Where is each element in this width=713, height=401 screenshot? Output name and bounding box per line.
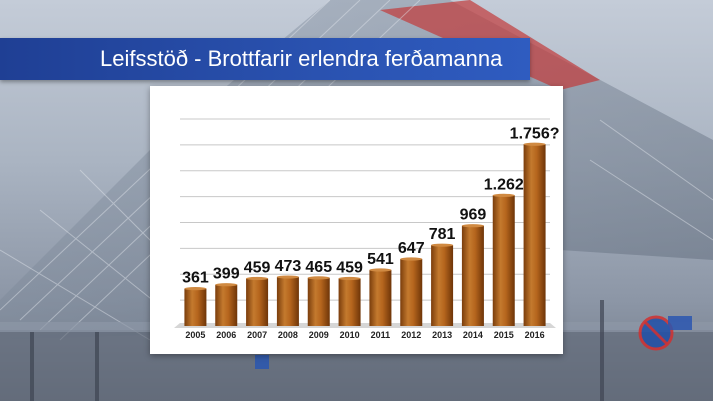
x-tick-2016: 2016 [525,330,545,340]
value-label-2015: 1.262 [484,176,524,193]
bar-2013 [431,245,454,326]
x-tick-2014: 2014 [463,330,483,340]
bar-top-2007 [246,276,269,281]
value-label-2016: 1.756? [510,125,560,142]
bar-top-2009 [307,276,330,280]
value-label-2014: 969 [460,207,487,224]
bar-2011 [369,270,392,326]
bar-2009 [307,277,330,326]
x-tick-2008: 2008 [278,330,298,340]
bar-2008 [276,277,299,326]
value-label-2007: 459 [244,259,271,276]
chart-title: Leifsstöð - Brottfarir erlendra ferðaman… [100,46,503,71]
bar-top-2011 [369,268,392,272]
x-tick-2006: 2006 [216,330,236,340]
bar-top-2010 [338,276,361,281]
bar-top-2012 [400,257,423,261]
bar-2014 [461,225,484,326]
value-label-2005: 361 [182,270,209,287]
bar-2007 [246,278,269,326]
x-tick-2011: 2011 [371,330,391,340]
x-tick-2010: 2010 [340,330,360,340]
bar-top-2014 [461,224,484,228]
title-banner: Leifsstöð - Brottfarir erlendra ferðaman… [0,38,530,80]
x-tick-2009: 2009 [309,330,329,340]
bar-top-2005 [184,287,207,291]
bar-top-2013 [431,243,454,247]
x-tick-2013: 2013 [432,330,452,340]
bar-2005 [184,288,207,326]
chart-floor [174,323,556,328]
bar-chart: 361 399 459 473 465 459 5416477819691.2621.756… [174,118,560,340]
bar-2015 [492,195,515,326]
value-label-2011: 541 [367,251,394,268]
bar-top-2015 [492,193,515,197]
bar-2012 [400,259,423,326]
bar-2006 [215,284,238,326]
x-tick-2015: 2015 [494,330,514,340]
bar-2016 [523,144,546,326]
x-tick-2012: 2012 [401,330,421,340]
chart-panel: 361 399 459 473 465 459 541 647 781 969 1.262 1.756… [150,86,563,354]
x-tick-2005: 2005 [185,330,205,340]
x-tick-2007: 2007 [247,330,267,340]
bar-top-2016 [523,142,546,146]
bar-2010 [338,278,361,326]
value-label-2006: 399 [213,266,240,283]
value-label-2012: 647 [398,240,425,257]
value-label-2010: 459 [336,259,363,276]
bar-top-2006 [215,283,238,287]
bar-top-2008 [276,275,299,279]
value-label-2008: 473 [275,258,302,275]
value-label-2013: 781 [429,226,456,243]
value-label-2009: 465 [305,259,332,276]
